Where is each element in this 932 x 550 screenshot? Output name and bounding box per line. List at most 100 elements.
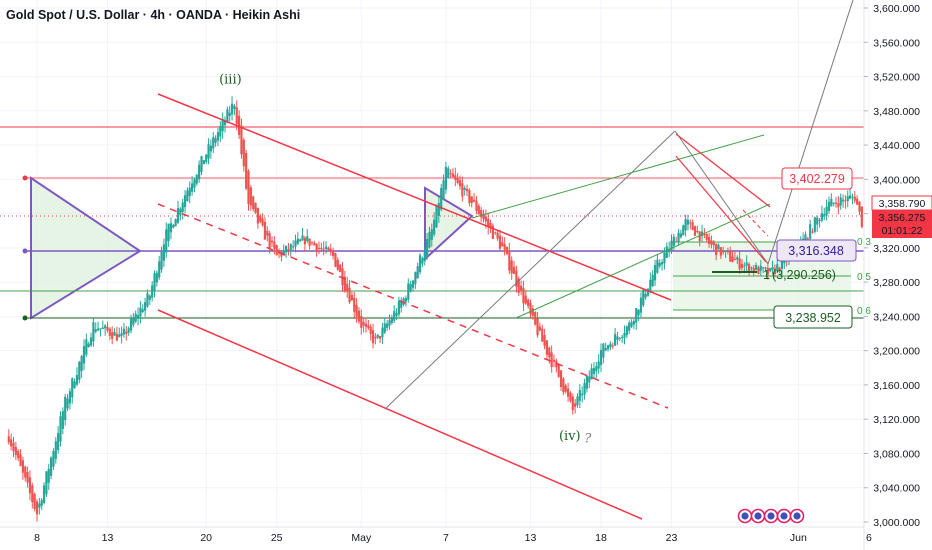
candle-body bbox=[120, 333, 123, 336]
candle-body bbox=[71, 378, 74, 398]
candle-body bbox=[104, 325, 107, 329]
candle-body bbox=[618, 337, 621, 339]
candle-body bbox=[315, 243, 318, 252]
candle-body bbox=[451, 173, 455, 178]
candle-body bbox=[50, 457, 53, 476]
candle-body bbox=[677, 232, 680, 242]
price-tag-close bbox=[872, 210, 932, 238]
candle-body bbox=[816, 217, 819, 225]
channel-midline[interactable] bbox=[157, 203, 669, 409]
wave-projection-line[interactable] bbox=[767, 0, 854, 265]
flag-lower-line[interactable] bbox=[675, 155, 767, 263]
candle-body bbox=[108, 328, 111, 336]
candle-body bbox=[261, 218, 264, 226]
candle-body bbox=[762, 267, 765, 269]
y-tick-label: 3,080.000 bbox=[873, 448, 920, 460]
candle-body bbox=[480, 210, 483, 218]
channel-upper-line[interactable] bbox=[157, 93, 672, 301]
x-tick-label: 7 bbox=[443, 532, 449, 544]
candle-body bbox=[252, 196, 255, 210]
price-tag-countdown-text: 01:01:22 bbox=[882, 225, 923, 237]
candle-body bbox=[87, 343, 90, 348]
candle-body bbox=[696, 230, 699, 232]
flag-upper-line[interactable] bbox=[675, 133, 771, 208]
candle-body bbox=[400, 301, 403, 308]
candle-body bbox=[181, 202, 184, 213]
candle-body bbox=[45, 471, 48, 495]
candle-body bbox=[447, 168, 450, 179]
channel-lower-line[interactable] bbox=[157, 309, 643, 520]
candle-body bbox=[195, 174, 198, 184]
candle-body bbox=[247, 170, 250, 204]
candle-body bbox=[738, 258, 741, 270]
candle-body bbox=[322, 248, 325, 250]
candle-body bbox=[275, 245, 278, 256]
candle-body bbox=[536, 318, 539, 336]
candle-body bbox=[57, 433, 60, 451]
candle-body bbox=[388, 320, 391, 326]
candle-body bbox=[148, 295, 151, 300]
candle-body bbox=[397, 301, 400, 315]
candle-body bbox=[346, 283, 349, 292]
candle-body bbox=[188, 187, 191, 196]
candle-body bbox=[832, 202, 835, 204]
candle-body bbox=[324, 246, 328, 249]
candle-body bbox=[543, 335, 546, 346]
level-anchor bbox=[22, 248, 28, 254]
rising-channel-upper[interactable] bbox=[471, 134, 765, 219]
candle-body bbox=[729, 251, 732, 262]
candle-body bbox=[686, 220, 690, 225]
candle-body bbox=[78, 361, 81, 380]
candles bbox=[7, 96, 863, 522]
candle-body bbox=[73, 381, 76, 388]
candle-body bbox=[221, 119, 224, 132]
candle-body bbox=[155, 272, 158, 283]
rising-channel-lower[interactable] bbox=[515, 203, 771, 319]
candle-body bbox=[360, 316, 363, 328]
candle-body bbox=[24, 466, 27, 478]
candle-body bbox=[440, 188, 443, 210]
level-label-box[interactable] bbox=[773, 305, 853, 329]
candle-body bbox=[207, 144, 210, 159]
candle-body bbox=[747, 264, 751, 273]
candle-body bbox=[350, 295, 353, 301]
candle-body bbox=[374, 336, 377, 339]
triangle-pattern-left[interactable] bbox=[30, 176, 142, 320]
candle-body bbox=[661, 262, 664, 265]
candle-body bbox=[183, 195, 187, 208]
candle-body bbox=[653, 264, 657, 281]
event-icon-dot bbox=[767, 512, 775, 520]
candle-body bbox=[303, 237, 306, 245]
candle-body bbox=[329, 248, 332, 253]
candle-body bbox=[745, 262, 748, 266]
candle-body bbox=[844, 200, 847, 202]
candle-body bbox=[780, 257, 784, 269]
candle-body bbox=[663, 252, 666, 264]
candle-body bbox=[621, 336, 624, 339]
candle-body bbox=[266, 230, 269, 236]
candle-body bbox=[559, 370, 563, 388]
candle-body bbox=[642, 289, 645, 306]
wave-projection-line[interactable] bbox=[674, 130, 769, 265]
candle-body bbox=[722, 251, 725, 253]
candle-body bbox=[501, 242, 504, 247]
flag-projection[interactable] bbox=[742, 209, 769, 237]
candle-body bbox=[550, 352, 553, 368]
level-label-box[interactable] bbox=[781, 167, 853, 190]
candle-body bbox=[139, 307, 142, 317]
candle-body bbox=[306, 236, 309, 242]
level-label-box[interactable] bbox=[776, 239, 857, 262]
event-icon-dot bbox=[780, 512, 788, 520]
candle-body bbox=[614, 334, 617, 346]
candle-body bbox=[10, 439, 13, 447]
wave-projection-line[interactable] bbox=[384, 130, 676, 410]
candle-body bbox=[223, 120, 227, 126]
event-icon-dot bbox=[793, 512, 801, 520]
candle-body bbox=[583, 383, 586, 395]
wave-label-iv: (iv) bbox=[559, 429, 581, 444]
candle-body bbox=[31, 485, 34, 503]
candle-body bbox=[435, 204, 438, 228]
candle-body bbox=[256, 207, 259, 224]
